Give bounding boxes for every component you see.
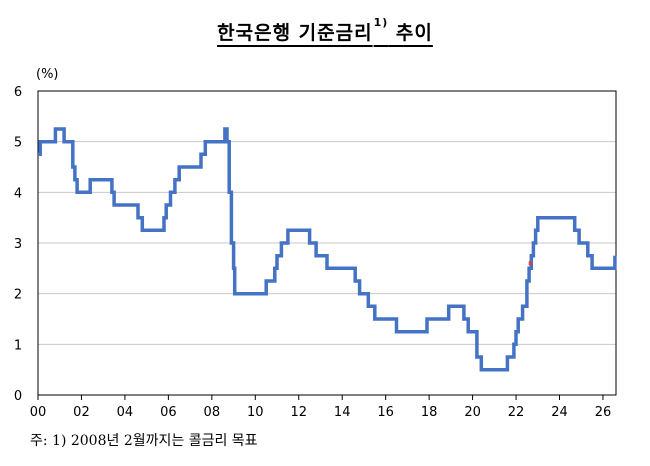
y-tick-label: 1 — [14, 338, 22, 353]
series-line-0 — [38, 127, 617, 372]
x-tick-label: 22 — [508, 405, 525, 420]
line-marker — [528, 261, 532, 266]
x-tick-label: 18 — [421, 405, 438, 420]
y-tick-label: 0 — [14, 389, 22, 404]
y-tick-label: 4 — [14, 186, 22, 201]
y-tick-label: 5 — [14, 136, 22, 151]
y-axis-unit-label: (%) — [36, 67, 59, 82]
series-layer — [38, 127, 617, 372]
chart-title: 한국은행 기준금리1) 추이 — [217, 16, 433, 44]
x-tick-label: 10 — [247, 405, 264, 420]
x-tick-labels: 00 02 04 06 08 10 12 14 16 18 20 22 24 26 — [30, 395, 612, 420]
title-footnote-mark: 1) — [373, 16, 389, 29]
footnote: 주: 1) 2008년 2월까지는 콜금리 목표 — [30, 433, 258, 449]
x-tick-label: 00 — [30, 405, 47, 420]
y-tick-label: 3 — [14, 237, 22, 252]
y-tick-label: 2 — [14, 288, 22, 303]
x-tick-label: 04 — [117, 405, 134, 420]
x-tick-label: 06 — [160, 405, 177, 420]
x-tick-label: 08 — [204, 405, 221, 420]
y-tick-labels: 0 1 2 3 4 5 6 — [14, 85, 22, 404]
plot-frame — [37, 90, 617, 396]
x-tick-label: 24 — [551, 405, 568, 420]
x-tick-label: 16 — [377, 405, 394, 420]
x-tick-label: 02 — [73, 405, 90, 420]
x-tick-label: 14 — [334, 405, 351, 420]
x-tick-label: 26 — [595, 405, 612, 420]
y-tick-label: 6 — [14, 85, 22, 100]
chart-title-text: 한국은행 기준금리 — [217, 22, 373, 44]
x-tick-label: 12 — [290, 405, 307, 420]
x-tick-label: 20 — [464, 405, 481, 420]
grid-lines — [38, 141, 616, 345]
